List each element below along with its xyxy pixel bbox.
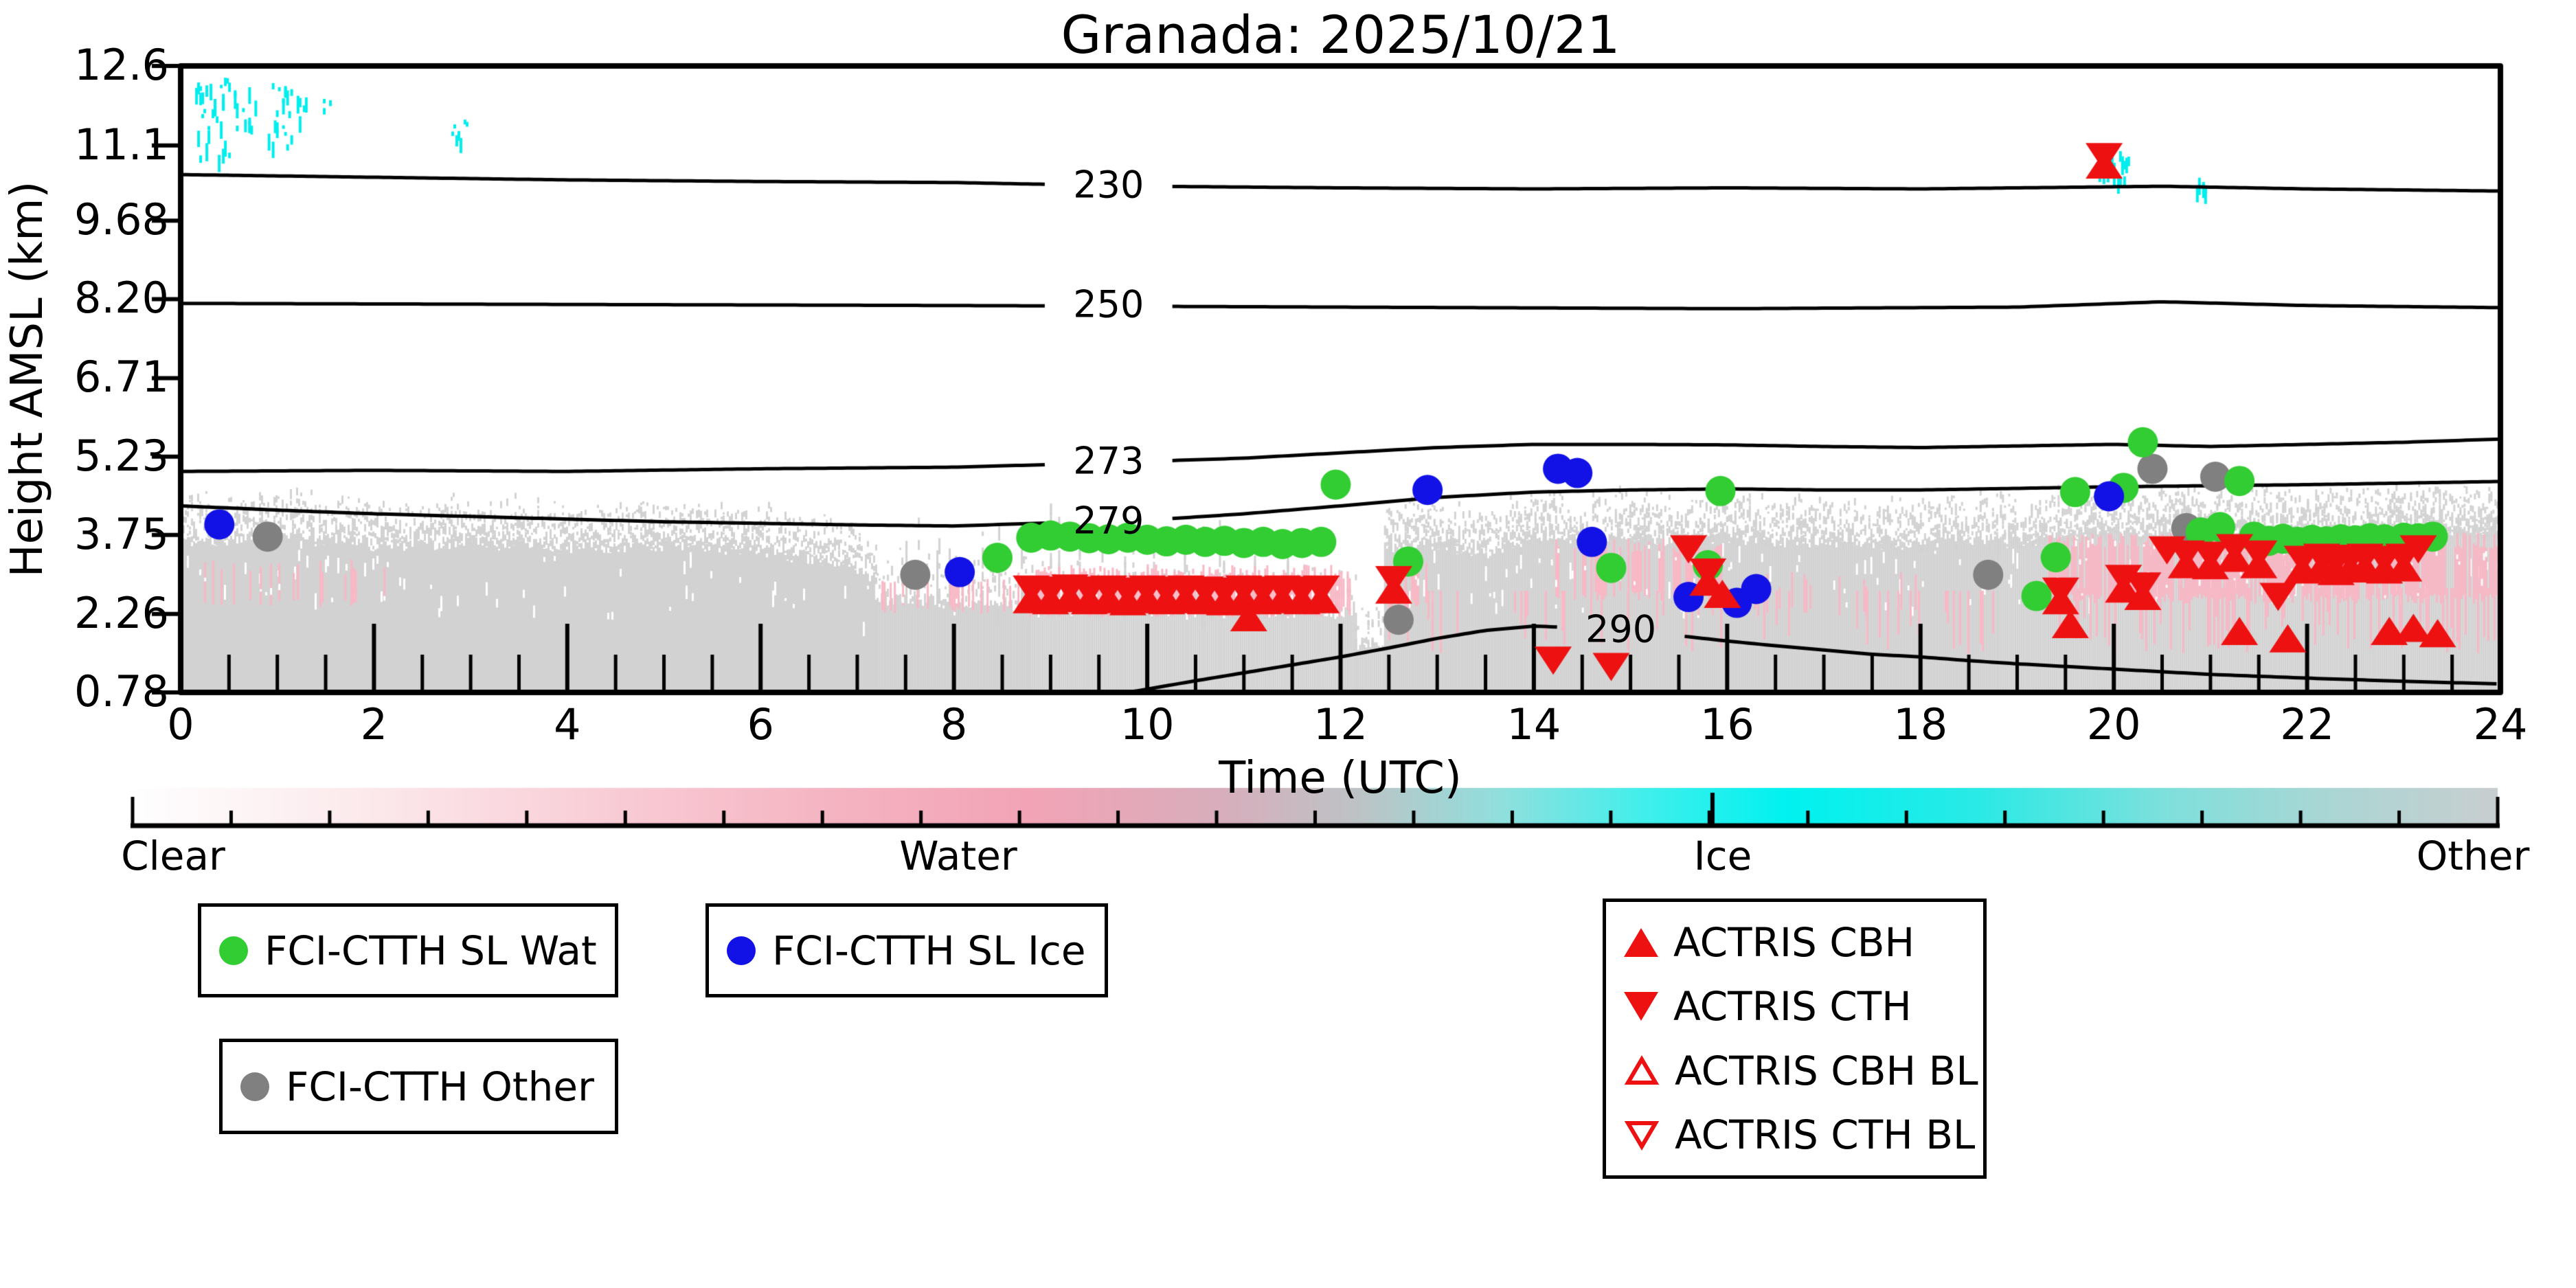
colorbar-label-water: Water [899,833,1017,879]
legend-label: ACTRIS CTH BL [1675,1111,1976,1158]
x-tick-label: 12 [1313,699,1368,749]
gray-dot-icon [240,1072,269,1101]
x-tick-label: 0 [167,699,194,749]
contour-label: 279 [1073,499,1144,543]
y-tick-label: 2.26 [74,587,169,638]
red-open-triangle-up-icon [1624,1054,1660,1085]
x-tick-label: 22 [2280,699,2335,749]
x-tick-label: 18 [1893,699,1948,749]
x-tick-label: 10 [1120,699,1175,749]
legend-actris: ACTRIS CBH ACTRIS CTH ACTRIS CBH BL ACTR… [1603,899,1987,1179]
y-tick-label: 0.78 [74,666,169,716]
red-open-triangle-down-icon [1624,1120,1660,1151]
chart-title: Granada: 2025/10/21 [1061,4,1620,65]
legend-row-actris-cbh: ACTRIS CBH [1624,919,1983,966]
contour-label: 250 [1073,282,1144,326]
legend-fci-ctth-sl-ice: FCI-CTTH SL Ice [705,903,1108,997]
legend-label: FCI-CTTH SL Wat [264,927,597,974]
x-tick-label: 6 [747,699,774,749]
green-dot-icon [219,936,248,965]
y-tick-label: 5.23 [74,430,169,481]
x-axis-label: Time (UTC) [1219,753,1462,804]
y-tick-label: 9.68 [74,194,169,245]
y-tick-label: 11.1 [74,119,169,170]
x-tick-label: 8 [940,699,968,749]
contour-label: 290 [1585,607,1657,651]
blue-dot-icon [727,936,756,965]
legend-row-actris-cbh-bl: ACTRIS CBH BL [1624,1048,1983,1094]
y-tick-label: 3.75 [74,508,169,559]
x-tick-label: 2 [360,699,388,749]
y-tick-label: 8.20 [74,273,169,324]
contour-label: 273 [1073,439,1144,483]
red-triangle-down-icon [1624,992,1658,1021]
y-tick-label: 12.6 [74,40,169,90]
legend-label: ACTRIS CBH BL [1675,1047,1978,1094]
y-tick-label: 6.71 [74,352,169,403]
x-tick-label: 20 [2086,699,2141,749]
legend-label: ACTRIS CTH [1673,983,1912,1030]
legend-row-actris-cth: ACTRIS CTH [1624,983,1983,1030]
legend-fci-ctth-other: FCI-CTTH Other [219,1039,618,1134]
legend-label: FCI-CTTH Other [286,1063,594,1110]
x-tick-label: 16 [1699,699,1754,749]
x-tick-label: 4 [554,699,581,749]
legend-fci-ctth-sl-wat: FCI-CTTH SL Wat [198,903,618,997]
x-tick-label: 14 [1506,699,1561,749]
legend-row-actris-cth-bl: ACTRIS CTH BL [1624,1111,1983,1158]
x-tick-label: 24 [2473,699,2528,749]
colorbar-label-ice: Ice [1693,833,1752,879]
legend-label: ACTRIS CBH [1673,919,1915,967]
red-triangle-up-icon [1624,928,1658,958]
legend-label: FCI-CTTH SL Ice [772,927,1086,974]
colorbar-label-clear: Clear [121,833,225,879]
contour-label: 230 [1073,163,1144,207]
colorbar-label-other: Other [2416,833,2530,879]
